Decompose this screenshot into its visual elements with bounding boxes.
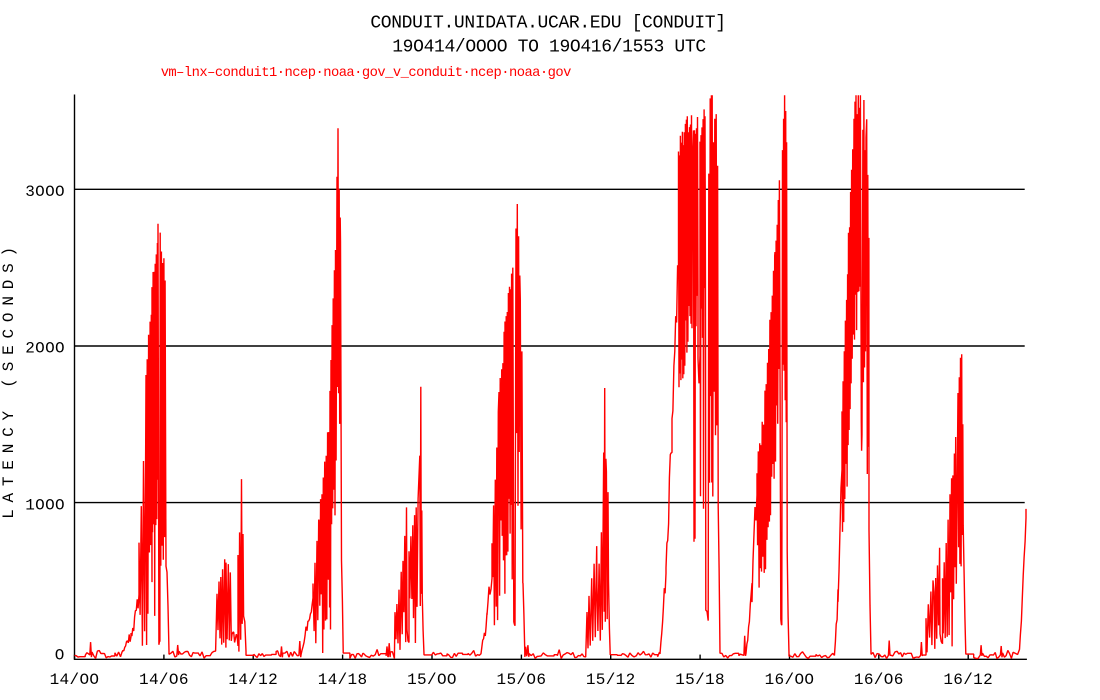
- svg-text:CONDUIT.UNIDATA.UCAR.EDU [COND: CONDUIT.UNIDATA.UCAR.EDU [CONDUIT]: [370, 13, 725, 33]
- svg-text:15/18: 15/18: [675, 671, 725, 689]
- svg-text:14/18: 14/18: [318, 671, 368, 689]
- svg-text:19O414/OOOO TO 19O416/1553 UTC: 19O414/OOOO TO 19O416/1553 UTC: [392, 38, 706, 58]
- svg-text:LATENCY (SECONDS): LATENCY (SECONDS): [0, 240, 18, 519]
- svg-text:O: O: [55, 647, 65, 665]
- svg-text:14/OO: 14/OO: [50, 671, 100, 689]
- svg-text:16/O6: 16/O6: [854, 671, 904, 689]
- svg-text:2OOO: 2OOO: [25, 340, 65, 358]
- svg-text:16/12: 16/12: [943, 671, 993, 689]
- svg-text:vm–lnx–conduit1·ncep·noaa·gov_: vm–lnx–conduit1·ncep·noaa·gov_v_conduit·…: [161, 65, 571, 81]
- svg-text:16/OO: 16/OO: [765, 671, 815, 689]
- svg-text:15/12: 15/12: [586, 671, 636, 689]
- svg-text:14/12: 14/12: [228, 671, 278, 689]
- svg-text:3OOO: 3OOO: [25, 183, 65, 201]
- svg-text:14/O6: 14/O6: [139, 671, 189, 689]
- svg-text:1OOO: 1OOO: [25, 496, 65, 514]
- svg-text:15/O6: 15/O6: [497, 671, 547, 689]
- svg-text:15/OO: 15/OO: [407, 671, 457, 689]
